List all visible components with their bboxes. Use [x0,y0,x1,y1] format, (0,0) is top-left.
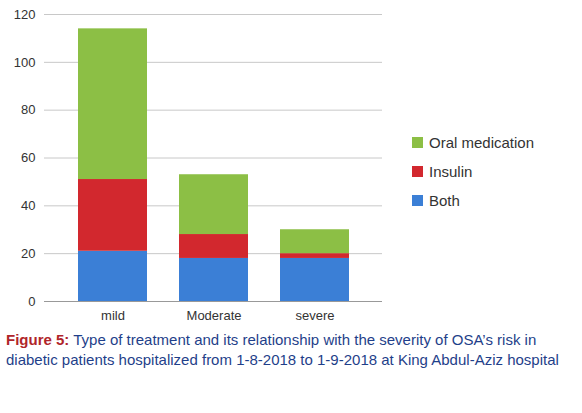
html-text:Insulin: Insulin [429,163,473,180]
svg-text:severe: severe [295,308,334,323]
svg-text:20: 20 [21,246,35,261]
svg-text:mild: mild [101,308,125,323]
html-text:Both: Both [429,192,460,209]
svg-text:40: 40 [21,198,35,213]
svg-text:120: 120 [14,7,36,22]
svg-text:0: 0 [28,294,35,309]
svg-text:80: 80 [21,102,35,117]
svg-text:60: 60 [21,150,35,165]
svg-text:100: 100 [14,54,36,69]
html-text:Figure 5: Type of treatment an: Figure 5: Type of treatment and its rela… [6,331,559,368]
html-text:Oral medication: Oral medication [429,134,534,151]
svg-text:Moderate: Moderate [187,308,242,323]
